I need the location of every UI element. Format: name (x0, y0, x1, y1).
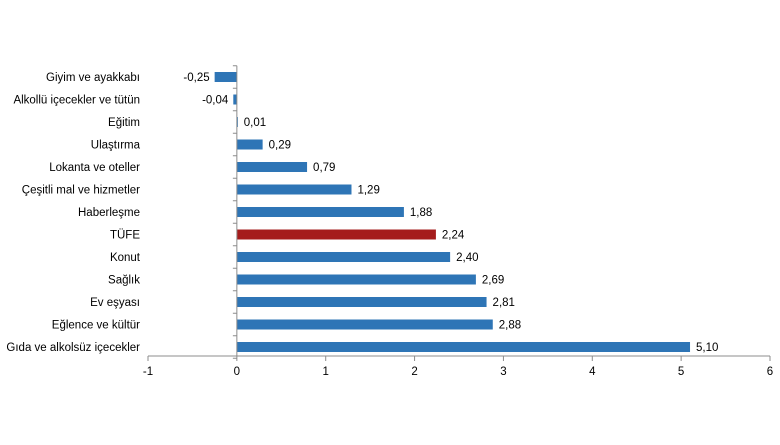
x-tick-label: 6 (767, 366, 773, 378)
bar-11 (236, 297, 487, 307)
value-label: 0,01 (244, 117, 266, 129)
category-label: Lokanta ve oteller (49, 162, 140, 174)
value-label: 2,24 (442, 230, 465, 242)
x-tick-label: -1 (143, 366, 153, 378)
value-label: -0,04 (202, 95, 229, 107)
category-label: Ev eşyası (90, 297, 140, 309)
bar-7 (236, 207, 404, 217)
bar-8 (236, 229, 436, 240)
bar-10 (236, 274, 476, 285)
value-label: 2,81 (493, 297, 515, 309)
value-label: 1,29 (357, 185, 379, 197)
value-label: 2,40 (456, 252, 478, 264)
x-tick-label: 4 (589, 366, 596, 378)
bar-12 (236, 319, 493, 330)
category-label: Gıda ve alkolsüz içecekler (6, 342, 140, 354)
value-label: 1,88 (410, 207, 432, 219)
category-label: TÜFE (110, 230, 140, 242)
category-label: Eğlence ve kültür (52, 320, 140, 332)
bars-group (214, 72, 691, 352)
category-label: Eğitim (108, 117, 140, 129)
category-label: Giyim ve ayakkabı (46, 72, 140, 84)
value-label: 0,29 (269, 140, 291, 152)
bar-13 (236, 342, 691, 352)
value-label: 2,69 (482, 275, 504, 287)
bar-1 (214, 72, 237, 82)
category-label: Sağlık (108, 275, 140, 287)
bar-2 (233, 94, 237, 105)
category-label: Ulaştırma (91, 140, 141, 152)
x-tick-label: 3 (500, 366, 506, 378)
bar-9 (236, 252, 451, 262)
value-label: 2,88 (499, 320, 521, 332)
bar-6 (236, 184, 352, 195)
value-label: 0,79 (313, 162, 335, 174)
value-label: 5,10 (696, 342, 718, 354)
axes-group: -1 0 1 2 3 4 5 6 (143, 65, 773, 378)
category-label: Çeşitli mal ve hizmetler (22, 185, 140, 197)
value-labels-group: -0,25 -0,04 0,010,29 0,79 1,29 1,88 2,24 2,40 2,… (183, 72, 718, 354)
x-tick-label: 0 (234, 366, 240, 378)
category-label: Haberleşme (78, 207, 140, 219)
x-tick-label: 2 (411, 366, 417, 378)
x-tick-label: 1 (323, 366, 329, 378)
bar-5 (236, 162, 308, 172)
x-tick-label: 5 (678, 366, 684, 378)
value-label: -0,25 (183, 72, 209, 84)
bar-4 (236, 139, 263, 150)
category-label: Alkollü içecekler ve tütün (13, 95, 140, 107)
category-labels-group: Giyim ve ayakkabı Alkollü içecekler ve tü… (6, 72, 140, 354)
category-label: Konut (110, 252, 141, 264)
